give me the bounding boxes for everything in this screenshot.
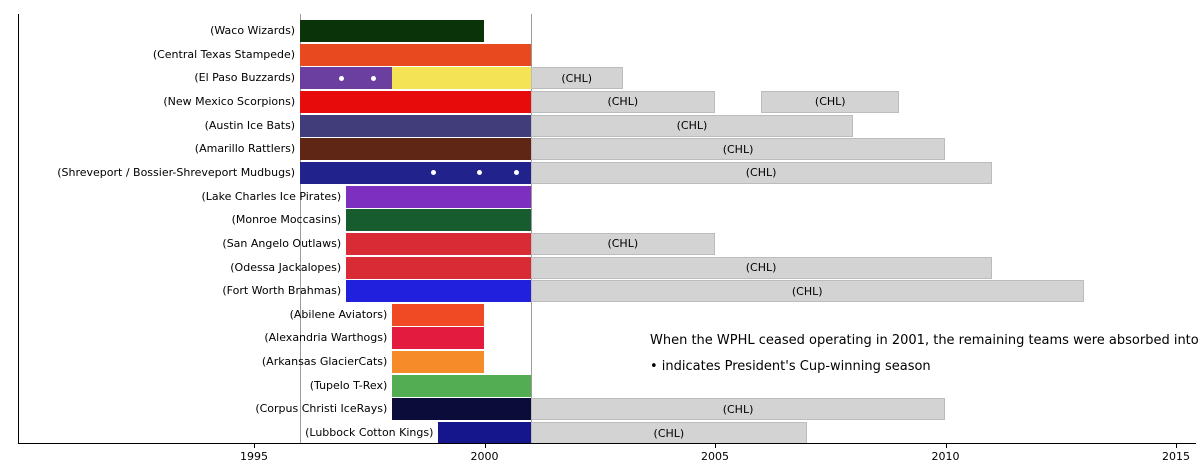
team-label: (Fort Worth Brahmas)	[222, 284, 342, 298]
chl-bar: (CHL)	[530, 114, 854, 137]
team-label: (Tupelo T-Rex)	[309, 378, 388, 392]
chl-bar-label: (CHL)	[722, 402, 754, 416]
team-label: (Austin Ice Bats)	[204, 118, 296, 132]
chl-bar-label: (CHL)	[653, 426, 685, 440]
chl-bar: (CHL)	[761, 90, 900, 113]
chl-bar-label: (CHL)	[745, 166, 777, 180]
chl-bar: (CHL)	[530, 90, 715, 113]
chl-bar: (CHL)	[530, 398, 946, 421]
team-label: (Amarillo Rattlers)	[194, 142, 296, 156]
team-bar	[346, 232, 531, 255]
team-bar	[300, 161, 531, 184]
x-tick-label: 2010	[931, 450, 960, 463]
x-axis-tick	[1176, 443, 1177, 448]
presidents-cup-dot	[514, 170, 520, 176]
x-tick-label: 2005	[701, 450, 729, 463]
presidents-cup-dot	[477, 170, 483, 176]
chl-bar: (CHL)	[530, 138, 946, 161]
presidents-cup-dot	[371, 75, 377, 81]
x-axis-line	[18, 443, 1196, 444]
x-tick-label: 1995	[240, 450, 268, 463]
team-bar	[300, 20, 485, 42]
chl-bar-label: (CHL)	[607, 237, 639, 251]
x-tick-label: 2000	[470, 450, 499, 463]
team-bar	[392, 303, 485, 326]
presidents-cup-legend: • indicates President's Cup-winning seas…	[650, 359, 931, 374]
chl-bar: (CHL)	[530, 256, 992, 279]
team-label: (Monroe Moccasins)	[231, 213, 342, 227]
team-bar	[346, 280, 531, 303]
team-bar	[392, 327, 485, 350]
team-bar	[346, 209, 531, 232]
team-bar	[300, 67, 393, 90]
year-gridline	[530, 14, 532, 443]
team-label: (Central Texas Stampede)	[152, 47, 296, 61]
team-bar	[300, 114, 531, 137]
team-label: (Arkansas GlacierCats)	[261, 355, 388, 369]
chl-bar-label: (CHL)	[676, 119, 708, 133]
team-bar	[392, 67, 531, 90]
chl-bar: (CHL)	[530, 161, 992, 184]
x-axis-tick	[254, 443, 255, 448]
team-bar	[346, 256, 531, 279]
team-bar	[346, 185, 531, 208]
chl-bar-label: (CHL)	[607, 95, 639, 109]
team-label: (Odessa Jackalopes)	[230, 260, 342, 274]
presidents-cup-dot	[339, 75, 345, 81]
team-bar	[392, 374, 531, 397]
chl-bar-label: (CHL)	[722, 142, 754, 156]
year-gridline	[300, 14, 302, 443]
team-label: (Lubbock Cotton Kings)	[305, 426, 434, 440]
team-label: (New Mexico Scorpions)	[163, 94, 296, 108]
team-bar	[438, 422, 531, 445]
x-axis-tick	[715, 443, 716, 448]
chl-bar: (CHL)	[530, 232, 715, 255]
team-label: (El Paso Buzzards)	[194, 71, 296, 85]
chl-bar-label: (CHL)	[814, 95, 846, 109]
chl-bar: (CHL)	[530, 422, 808, 445]
team-bar	[300, 43, 531, 66]
team-label: (Corpus Christi IceRays)	[255, 402, 388, 416]
x-axis-tick	[945, 443, 947, 448]
chl-bar-label: (CHL)	[561, 71, 593, 85]
team-label: (Shreveport / Bossier-Shreveport Mudbugs…	[57, 165, 296, 179]
team-bar	[392, 398, 531, 421]
chl-absorption-note: When the WPHL ceased operating in 2001, …	[650, 333, 1200, 348]
team-label: (San Angelo Outlaws)	[222, 236, 342, 250]
team-bar	[300, 138, 531, 161]
team-bar	[300, 90, 531, 113]
team-bar	[392, 351, 485, 374]
team-label: (Waco Wizards)	[210, 24, 296, 37]
y-axis-line	[18, 14, 19, 443]
team-label: (Abilene Aviators)	[289, 307, 388, 321]
x-axis-tick	[484, 443, 486, 448]
chl-bar: (CHL)	[530, 67, 623, 90]
x-tick-label: 2015	[1162, 450, 1190, 463]
team-label: (Alexandria Warthogs)	[264, 331, 388, 345]
chl-bar-label: (CHL)	[791, 284, 823, 298]
presidents-cup-dot	[431, 170, 437, 176]
chl-bar: (CHL)	[530, 280, 1084, 303]
team-label: (Lake Charles Ice Pirates)	[201, 189, 342, 203]
chl-bar-label: (CHL)	[745, 261, 777, 274]
